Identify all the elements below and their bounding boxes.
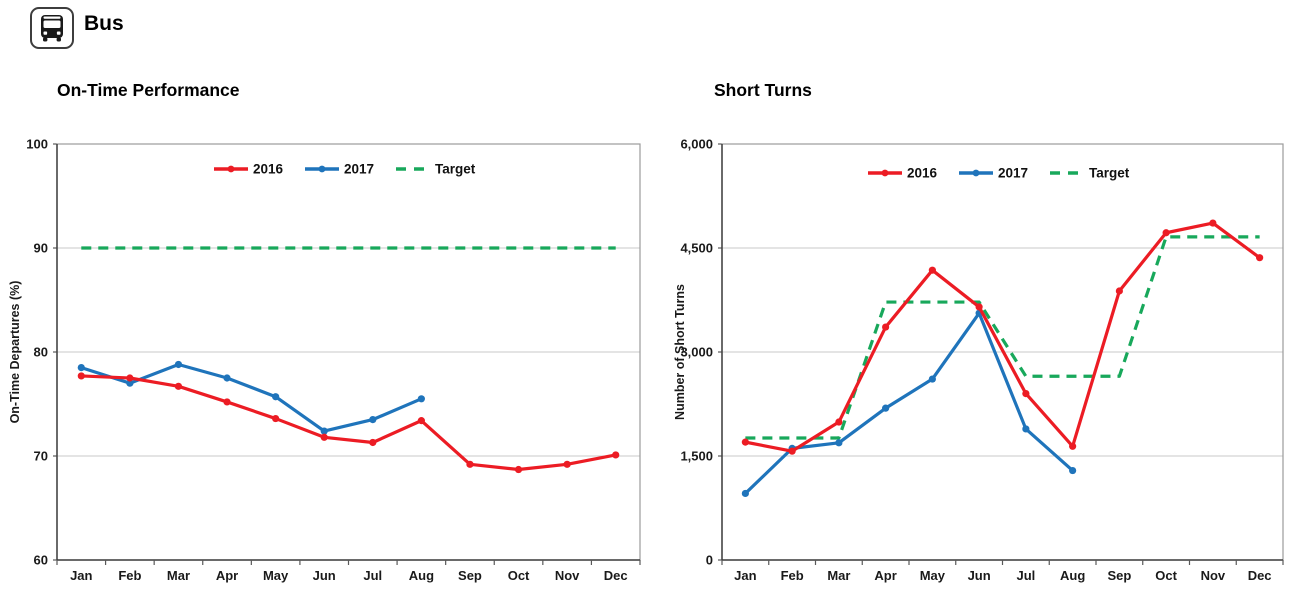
- y-tick-label: 4,500: [680, 241, 713, 256]
- legend-label-2016: 2016: [907, 166, 938, 181]
- series-2016-marker: [514, 465, 523, 474]
- short-turns-plot: 0 1,500 3,000 4,500 6,000 Jan Feb Mar Apr May Jun J…: [680, 137, 1284, 583]
- series-2017-marker: [741, 489, 749, 498]
- legend-label-2017: 2017: [998, 166, 1028, 181]
- legend-label-2016: 2016: [253, 162, 284, 177]
- y-tick-label: 6,000: [680, 137, 713, 152]
- series-2017-marker: [320, 427, 328, 435]
- x-tick-label: Jul: [1016, 568, 1035, 583]
- series-2017-marker: [272, 393, 280, 401]
- series-2016-marker: [975, 303, 983, 311]
- series-2017-marker: [882, 404, 890, 412]
- legend-label-target: Target: [1089, 166, 1130, 181]
- series-2016-marker: [1256, 254, 1264, 262]
- y-tick-label: 100: [26, 137, 48, 152]
- series-2017-marker: [77, 364, 85, 372]
- series-2016-marker: [174, 382, 183, 390]
- series-2017-marker: [1022, 425, 1030, 433]
- x-tick-label: Oct: [1155, 568, 1177, 583]
- x-tick-label: Aug: [1060, 568, 1085, 583]
- x-tick-label: Nov: [1201, 568, 1226, 583]
- x-tick-label: Aug: [409, 568, 434, 583]
- series-2016-line: [745, 221, 1261, 453]
- legend-marker-2016: [881, 169, 889, 177]
- legend-marker-2017: [972, 169, 980, 177]
- series-2017-marker: [928, 375, 936, 383]
- x-tick-label: Jul: [363, 568, 382, 583]
- series-2016-marker: [417, 417, 425, 425]
- series-2016-marker: [1115, 287, 1123, 295]
- y-tick-label: 80: [34, 345, 48, 360]
- y-tick-label: 70: [34, 449, 48, 464]
- series-2017-line: [744, 311, 1074, 495]
- legend-marker-2017: [318, 165, 326, 173]
- series-2016-marker: [126, 374, 134, 382]
- header: Bus: [0, 0, 1295, 60]
- x-tick-label: Nov: [555, 568, 580, 583]
- series-2017-marker: [174, 360, 183, 369]
- y-tick-label: 0: [706, 553, 713, 568]
- x-tick-label: May: [920, 568, 946, 583]
- chart-title-on-time-performance: On-Time Performance: [57, 80, 240, 100]
- series-2016-marker: [77, 372, 85, 380]
- x-tick-label: Sep: [1107, 568, 1131, 583]
- series-2016-marker: [369, 438, 377, 447]
- on-time-performance-plot: 60 70 80 90 100 Jan Feb Mar Apr May Jun Jul Aug Sep Oc…: [26, 137, 641, 583]
- series-2016-marker: [612, 451, 620, 459]
- x-tick-label: Jun: [968, 568, 991, 583]
- x-tick-label: Feb: [781, 568, 804, 583]
- series-2017-marker: [223, 374, 231, 382]
- series-2016-marker: [1022, 390, 1030, 398]
- x-tick-label: Jan: [70, 568, 92, 583]
- x-tick-label: Feb: [118, 568, 141, 583]
- on-time-performance-chart: 60 70 80 90 100 Jan Feb Mar Apr May Jun Jul Aug Sep Oc…: [0, 125, 650, 603]
- x-tick-label: Dec: [604, 568, 628, 583]
- x-tick-label: Mar: [167, 568, 190, 583]
- legend-marker-2016: [227, 165, 235, 173]
- bus-icon-glyph: [41, 15, 63, 42]
- legend-label-2017: 2017: [344, 162, 374, 177]
- series-2016-marker: [928, 266, 936, 274]
- x-tick-label: Apr: [874, 568, 896, 583]
- x-tick-label: Jun: [313, 568, 336, 583]
- series-2016-marker: [466, 460, 474, 468]
- y-tick-label: 3,000: [680, 345, 713, 360]
- series-target-line: [745, 235, 1260, 440]
- x-tick-label: Oct: [508, 568, 530, 583]
- page-title: Bus: [84, 12, 124, 35]
- series-2016-marker: [1162, 229, 1170, 237]
- series-2016-marker: [788, 447, 796, 455]
- y-tick-label: 60: [34, 553, 48, 568]
- series-2017-marker: [1069, 466, 1077, 475]
- series-2016-marker: [320, 433, 328, 441]
- x-tick-label: Mar: [827, 568, 850, 583]
- series-2017-marker: [369, 416, 377, 424]
- x-tick-label: Dec: [1248, 568, 1272, 583]
- legend-label-target: Target: [435, 162, 476, 177]
- series-2016-marker: [1209, 219, 1217, 227]
- short-turns-chart: 0 1,500 3,000 4,500 6,000 Jan Feb Mar Apr May Jun J…: [655, 125, 1295, 603]
- x-tick-label: Apr: [216, 568, 238, 583]
- series-2016-marker: [741, 438, 749, 446]
- series-2016-marker: [1069, 442, 1077, 450]
- x-tick-label: Sep: [458, 568, 482, 583]
- series-2016-marker: [272, 414, 280, 423]
- series-2016-marker: [882, 323, 890, 331]
- series-2016-marker: [835, 418, 843, 426]
- series-2016-marker: [563, 460, 571, 468]
- series-2016-marker: [223, 398, 231, 406]
- series-2017-marker: [835, 439, 843, 447]
- series-2016-line: [81, 374, 617, 472]
- y-tick-label: 1,500: [680, 449, 713, 464]
- x-tick-label: Jan: [734, 568, 756, 583]
- y-tick-label: 90: [34, 241, 48, 256]
- bus-icon: [30, 7, 74, 49]
- chart-title-short-turns: Short Turns: [714, 80, 812, 100]
- x-tick-label: May: [263, 568, 289, 583]
- series-2017-marker: [126, 379, 134, 387]
- series-2017-marker: [417, 395, 425, 403]
